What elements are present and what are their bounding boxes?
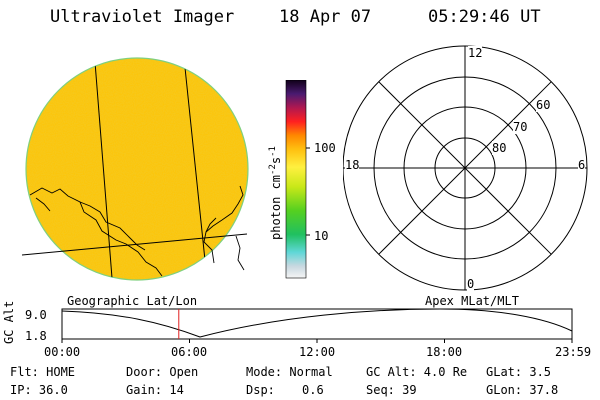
date-label: 18 Apr 07 bbox=[279, 7, 372, 27]
mlt-label-18: 18 bbox=[345, 158, 360, 172]
colorbar bbox=[285, 80, 310, 279]
altplot-xtick-2359: 23:59 bbox=[555, 345, 592, 359]
status-flt: Flt: HOME bbox=[10, 365, 76, 379]
status-seq: Seq: 39 bbox=[366, 383, 417, 397]
altplot-xtick-0600: 06:00 bbox=[171, 345, 208, 359]
mlat-label-80: 80 bbox=[492, 141, 507, 155]
altplot-ytick-max: 9.0 bbox=[25, 308, 47, 322]
status-mode: Mode: Normal bbox=[246, 365, 333, 379]
colorbar-tick-10: 10 bbox=[314, 229, 329, 243]
status-gain: Gain: 14 bbox=[126, 383, 184, 397]
mlt-label-6: 6 bbox=[578, 158, 586, 172]
colorbar-tick-100: 100 bbox=[314, 141, 336, 155]
altplot-xtick-1200: 12:00 bbox=[299, 345, 336, 359]
apex-panel-label: Apex MLat/MLT bbox=[425, 294, 519, 308]
altplot-xtick-1800: 18:00 bbox=[426, 345, 463, 359]
instrument-title: Ultraviolet Imager bbox=[50, 7, 235, 27]
status-dsp-value: 0.6 bbox=[302, 383, 324, 397]
mlt-label-0: 0 bbox=[467, 277, 475, 291]
mlat-label-60: 60 bbox=[536, 98, 551, 112]
mlt-label-12: 12 bbox=[468, 46, 483, 60]
polar-plot bbox=[343, 45, 588, 291]
time-label: 05:29:46 UT bbox=[428, 7, 541, 27]
geo-panel-label: Geographic Lat/Lon bbox=[67, 294, 198, 308]
altplot-xtick-0000: 00:00 bbox=[44, 345, 81, 359]
mlat-label-70: 70 bbox=[513, 120, 528, 134]
status-door: Door: Open bbox=[126, 365, 199, 379]
status-glon: GLon: 37.8 bbox=[486, 383, 559, 397]
altplot-ytick-min: 1.8 bbox=[25, 329, 47, 343]
status-glat: GLat: 3.5 bbox=[486, 365, 552, 379]
status-gc-alt: GC Alt: 4.0 Re bbox=[366, 365, 468, 379]
status-ip: IP: 36.0 bbox=[10, 383, 68, 397]
status-dsp-label: Dsp: bbox=[246, 383, 275, 397]
